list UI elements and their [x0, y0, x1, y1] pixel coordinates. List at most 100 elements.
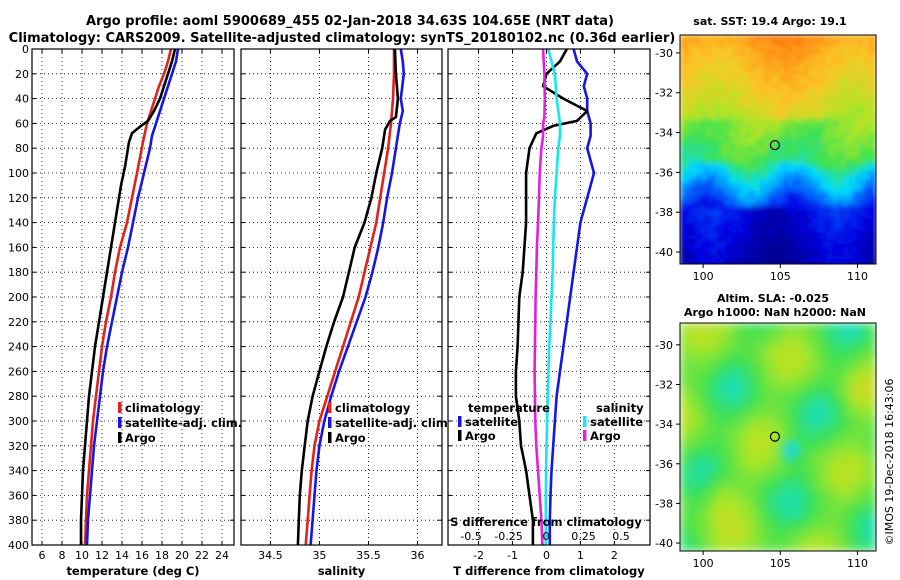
x-tick-label: 18	[155, 549, 169, 562]
x-tick-label: 16	[135, 549, 149, 562]
difference-profile-panel: -2 -1 0 1 2 T difference from climatology temp…	[447, 48, 651, 578]
x-tick-label: 35	[312, 549, 326, 562]
series-line-climatology	[304, 49, 396, 546]
x-tick-label: 2	[611, 549, 618, 562]
legend-swatch	[328, 432, 332, 443]
map-y-tick-label: -30	[655, 339, 673, 352]
y-tick-label: 60	[15, 117, 29, 130]
map-y-tick-label: -36	[655, 166, 673, 179]
y-tick-label: 140	[8, 217, 29, 230]
y-tick-label: 280	[8, 390, 29, 403]
map-y-tick-label: -40	[655, 246, 673, 259]
legend-swatch	[583, 416, 587, 427]
legend-swatch	[328, 402, 332, 413]
y-tick-label: 160	[8, 241, 29, 254]
legend-entry: climatology	[125, 401, 201, 415]
series-line-climatology	[83, 48, 173, 546]
y-tick-label: 220	[8, 316, 29, 329]
legend-swatch	[458, 430, 462, 441]
sst-map-title: sat. SST: 19.4 Argo: 19.1	[693, 15, 846, 28]
title-line-2: Climatology: CARS2009. Satellite-adjuste…	[9, 31, 676, 46]
map-y-tick-label: -30	[655, 47, 673, 60]
legend-swatch	[118, 402, 122, 413]
map-x-tick-label: 100	[693, 557, 714, 570]
sla-map-panel: -30 -32 -34 -36 -38 -40 100 105 110	[655, 322, 877, 570]
map-y-tick-label: -32	[655, 87, 673, 100]
salinity-profile-panel: 34.5 35 35.5 36 salinity climatologysatellite…	[240, 48, 452, 578]
y-tick-label: 380	[8, 514, 29, 527]
legend-entry: satellite-adj. clim.	[125, 416, 242, 430]
x-tick-label: 34.5	[258, 549, 283, 562]
y-tick-label: 360	[8, 489, 29, 502]
legend-entry: Argo	[590, 429, 621, 443]
y-tick-label: 80	[15, 142, 29, 155]
y-tick-label: 180	[8, 266, 29, 279]
x-tick-label: 0	[543, 549, 550, 562]
s-tick-label: -0.25	[494, 530, 522, 543]
legend-swatch	[118, 417, 122, 428]
x-axis-label: salinity	[318, 564, 366, 578]
y-tick-label: 100	[8, 167, 29, 180]
legend-title-salinity: salinity	[596, 401, 644, 415]
s-difference-label: S difference from climatology	[450, 515, 642, 529]
map-x-tick-label: 105	[770, 270, 791, 283]
series-line-argo	[533, 48, 547, 546]
series-line-satellite-adj-clim-	[85, 48, 180, 546]
map-frame	[679, 34, 877, 265]
y-tick-label: 300	[8, 415, 29, 428]
argo-float-marker	[769, 140, 781, 151]
legend-swatch	[328, 417, 332, 428]
series-line-satellite	[544, 48, 562, 545]
map-y-tick-label: -38	[655, 497, 673, 510]
y-tick-label: 120	[8, 192, 29, 205]
s-tick-label: 0.5	[612, 530, 630, 543]
legend-title-temperature: temperature	[468, 401, 550, 415]
imos-watermark: ©IMOS 19-Dec-2018 16:43:06	[883, 379, 896, 546]
legend-entry: climatology	[335, 401, 411, 415]
map-x-tick-label: 105	[770, 557, 791, 570]
x-tick-label: 14	[115, 549, 129, 562]
legend-entry: satellite	[590, 415, 643, 429]
x-tick-label: 12	[95, 549, 109, 562]
map-y-tick-label: -38	[655, 206, 673, 219]
legend-swatch	[583, 430, 587, 441]
s-tick-label: -0.5	[460, 530, 481, 543]
series-line-argo	[296, 48, 400, 546]
y-tick-label: 240	[8, 341, 29, 354]
y-tick-label: 400	[8, 539, 29, 552]
x-tick-label: -1	[507, 549, 518, 562]
sla-map-subtitle: Argo h1000: NaN h2000: NaN	[684, 306, 866, 319]
series-line-satellite	[548, 48, 596, 545]
y-tick-label: 20	[15, 68, 29, 81]
sst-map-panel: -30 -32 -34 -36 -38 -40 100 105 110	[655, 34, 877, 283]
legend-swatch	[458, 416, 462, 427]
y-tick-label: 260	[8, 365, 29, 378]
map-y-tick-label: -34	[655, 127, 673, 140]
x-tick-label: 35.5	[356, 549, 381, 562]
legend-swatch	[118, 432, 122, 443]
sla-map-title: Altim. SLA: -0.025	[717, 292, 829, 305]
s-tick-label: 0.25	[571, 530, 596, 543]
map-y-tick-label: -40	[655, 537, 673, 550]
plot-frame	[447, 48, 651, 546]
map-y-tick-label: -34	[655, 418, 673, 431]
title-line-1: Argo profile: aoml 5900689_455 02-Jan-20…	[86, 14, 614, 29]
series-line-argo	[79, 48, 177, 545]
legend-entry: satellite-adj. clim.	[335, 416, 452, 430]
map-y-tick-label: -36	[655, 458, 673, 471]
x-tick-label: 22	[195, 549, 209, 562]
map-y-tick-label: -32	[655, 378, 673, 391]
x-tick-label: -2	[473, 549, 484, 562]
map-x-tick-label: 110	[847, 270, 868, 283]
y-tick-label: 200	[8, 291, 29, 304]
x-tick-label: 10	[75, 549, 89, 562]
y-tick-label: 320	[8, 440, 29, 453]
x-tick-label: 36	[410, 549, 424, 562]
map-frame	[679, 322, 877, 552]
argo-float-marker	[769, 431, 781, 442]
legend-entry: Argo	[465, 429, 496, 443]
y-tick-label: 40	[15, 93, 29, 106]
series-line-satellite-adj-clim-	[309, 48, 406, 546]
x-axis-label: T difference from climatology	[453, 564, 645, 578]
